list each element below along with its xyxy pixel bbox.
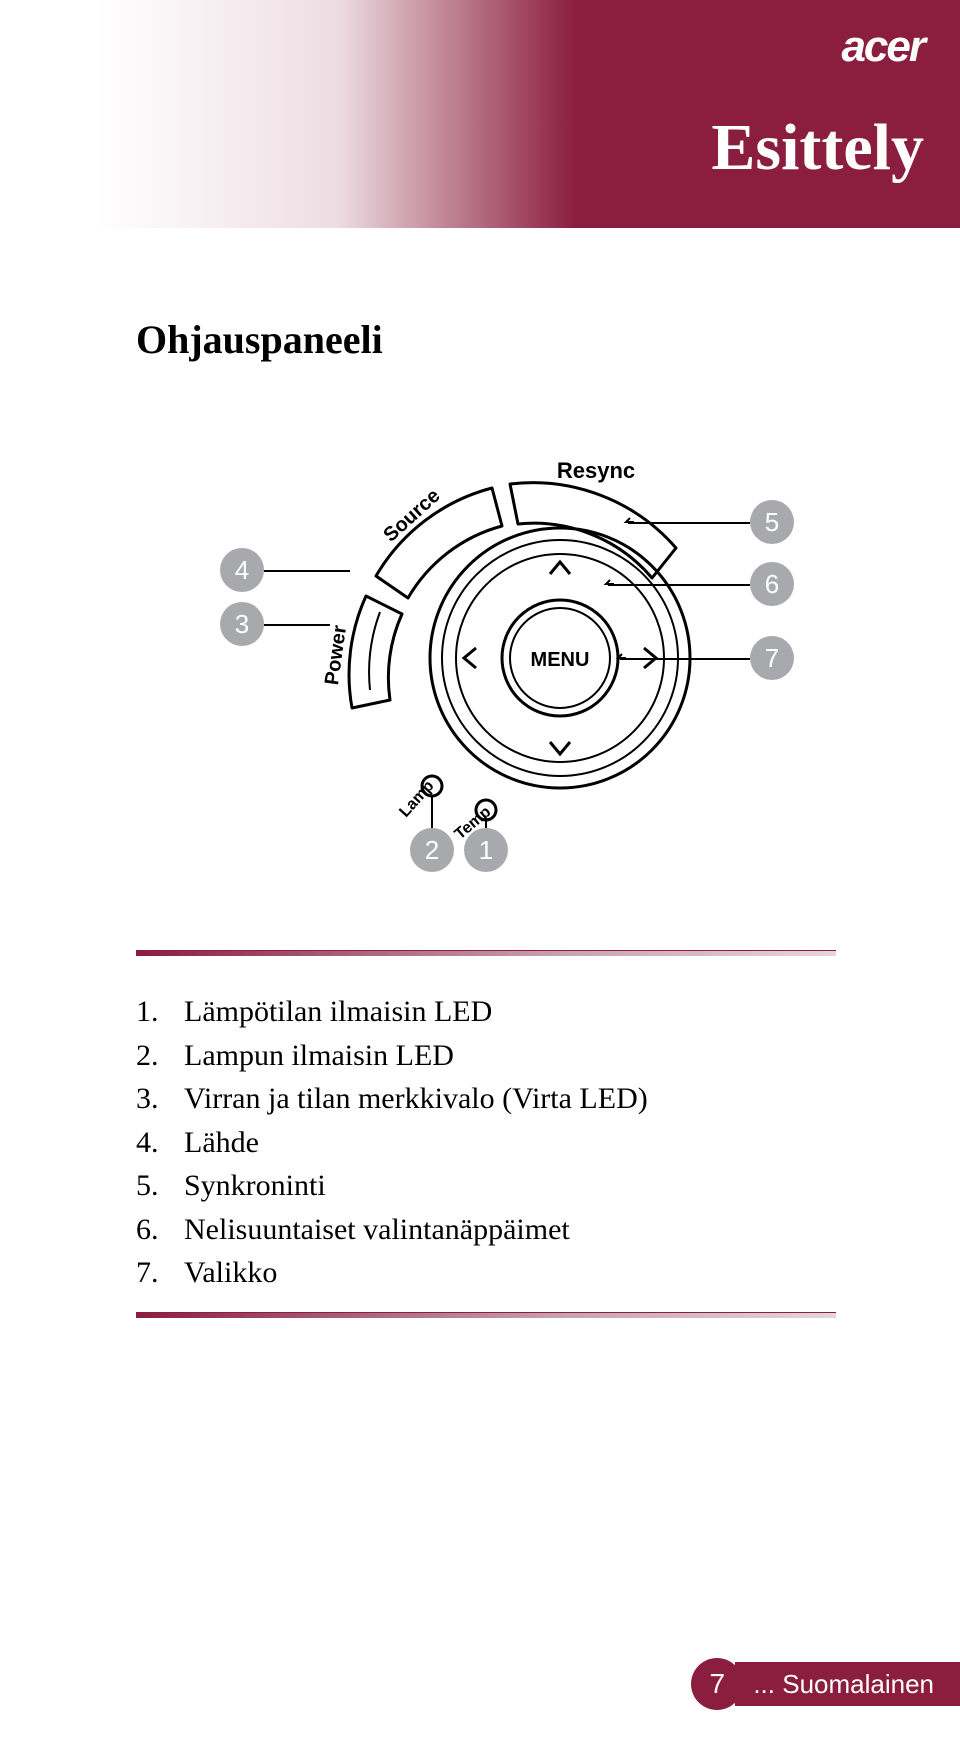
header-title: Esittely (711, 110, 924, 186)
brand-logo: acer (841, 22, 924, 72)
section-title: Ohjauspaneeli (136, 316, 383, 363)
resync-label: Resync (557, 458, 635, 483)
callout-2: 2 (410, 828, 454, 872)
header: acer Esittely (0, 0, 960, 228)
list-num: 4. (136, 1121, 184, 1165)
legend-list: 1.Lämpötilan ilmaisin LED 2.Lampun ilmai… (136, 990, 836, 1295)
list-num: 5. (136, 1164, 184, 1208)
list-text: Virran ja tilan merkkivalo (Virta LED) (184, 1077, 648, 1121)
divider-top (136, 950, 836, 956)
list-item: 1.Lämpötilan ilmaisin LED (136, 990, 836, 1034)
list-num: 2. (136, 1034, 184, 1078)
list-num: 6. (136, 1208, 184, 1252)
callout-4: 4 (220, 548, 264, 592)
control-panel-diagram: MENU Resync Source Power Lamp Temp (220, 440, 800, 880)
menu-label: MENU (531, 649, 590, 671)
list-text: Lampun ilmaisin LED (184, 1034, 454, 1078)
list-text: Lähde (184, 1121, 259, 1165)
callout-5-line (628, 522, 750, 524)
callout-3: 3 (220, 602, 264, 646)
list-item: 7.Valikko (136, 1251, 836, 1295)
list-text: Lämpötilan ilmaisin LED (184, 990, 492, 1034)
list-item: 6.Nelisuuntaiset valintanäppäimet (136, 1208, 836, 1252)
power-label: Power (321, 624, 351, 687)
list-item: 5.Synkroninti (136, 1164, 836, 1208)
callout-7-line (620, 658, 750, 660)
callout-6-line (608, 584, 750, 586)
list-text: Synkroninti (184, 1164, 326, 1208)
footer-text: ... Suomalainen (735, 1662, 960, 1706)
callout-4-line (264, 570, 350, 572)
callout-3-line (264, 624, 330, 626)
callout-1: 1 (464, 828, 508, 872)
source-label: Source (379, 485, 444, 547)
list-item: 3.Virran ja tilan merkkivalo (Virta LED) (136, 1077, 836, 1121)
list-text: Valikko (184, 1251, 277, 1295)
list-num: 1. (136, 990, 184, 1034)
callout-6: 6 (750, 562, 794, 606)
list-text: Nelisuuntaiset valintanäppäimet (184, 1208, 570, 1252)
divider-bottom (136, 1312, 836, 1318)
page: acer Esittely Ohjauspaneeli MENU Resync (0, 0, 960, 1738)
list-num: 7. (136, 1251, 184, 1295)
callout-5: 5 (750, 500, 794, 544)
footer-badge: 7 ... Suomalainen (691, 1658, 960, 1710)
control-panel-svg: MENU Resync Source Power Lamp Temp (220, 440, 800, 880)
callout-7: 7 (750, 636, 794, 680)
footer-page-number: 7 (691, 1658, 743, 1710)
list-item: 2.Lampun ilmaisin LED (136, 1034, 836, 1078)
list-item: 4.Lähde (136, 1121, 836, 1165)
list-num: 3. (136, 1077, 184, 1121)
